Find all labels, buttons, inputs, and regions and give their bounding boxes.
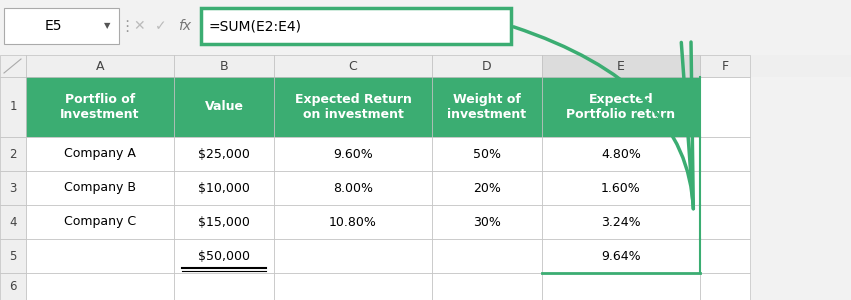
Text: $50,000: $50,000 [198, 250, 250, 262]
Bar [274, 239, 432, 273]
Bar [432, 171, 542, 205]
Text: 50%: 50% [473, 148, 501, 160]
Text: 30%: 30% [473, 215, 501, 229]
Bar [700, 205, 750, 239]
Bar [174, 273, 274, 300]
Text: Value: Value [204, 100, 243, 113]
Bar [0, 273, 26, 300]
Text: 3.24%: 3.24% [601, 215, 641, 229]
Text: =SUM(E2:E4): =SUM(E2:E4) [209, 19, 302, 33]
Text: Portflio of
Investment: Portflio of Investment [60, 93, 140, 121]
Bar [174, 137, 274, 171]
Text: 3: 3 [9, 182, 17, 194]
Bar [700, 137, 750, 171]
Bar [274, 205, 432, 239]
Text: 5: 5 [9, 250, 17, 262]
Bar [542, 137, 700, 171]
Bar [201, 8, 511, 44]
Text: 1: 1 [9, 100, 17, 113]
Text: $25,000: $25,000 [198, 148, 250, 160]
Bar [542, 239, 700, 273]
Bar [26, 239, 174, 273]
Bar [432, 273, 542, 300]
Bar [432, 239, 542, 273]
Bar [700, 239, 750, 273]
Text: ⋮: ⋮ [119, 19, 134, 34]
Bar [26, 55, 174, 77]
Text: Expected
Portfolio return: Expected Portfolio return [567, 93, 676, 121]
Text: D: D [483, 59, 492, 73]
Bar [26, 273, 174, 300]
Bar [26, 137, 174, 171]
Text: 9.60%: 9.60% [333, 148, 373, 160]
Bar [0, 55, 26, 77]
Bar [542, 171, 700, 205]
Text: $10,000: $10,000 [198, 182, 250, 194]
Bar [0, 205, 26, 239]
Text: B: B [220, 59, 228, 73]
Bar [0, 77, 26, 137]
Bar [700, 55, 750, 77]
Bar [174, 55, 274, 77]
Bar [0, 0, 851, 55]
Text: F: F [722, 59, 728, 73]
Bar [26, 205, 174, 239]
Bar [542, 205, 700, 239]
Bar [174, 171, 274, 205]
Bar [4, 8, 119, 44]
Text: C: C [349, 59, 357, 73]
Bar [0, 171, 26, 205]
Text: 10.80%: 10.80% [329, 215, 377, 229]
Text: 6: 6 [9, 280, 17, 293]
Bar [174, 239, 274, 273]
Bar [432, 77, 542, 137]
Text: $15,000: $15,000 [198, 215, 250, 229]
Bar [174, 205, 274, 239]
Text: A: A [96, 59, 105, 73]
Text: ✓: ✓ [155, 19, 167, 33]
Bar [432, 55, 542, 77]
Text: 2: 2 [9, 148, 17, 160]
Text: Company C: Company C [64, 215, 136, 229]
Text: 8.00%: 8.00% [333, 182, 373, 194]
Bar [432, 137, 542, 171]
Bar [542, 55, 700, 77]
Text: Weight of
investment: Weight of investment [448, 93, 527, 121]
Text: 20%: 20% [473, 182, 501, 194]
Bar [0, 137, 26, 171]
Bar [700, 273, 750, 300]
Bar [174, 77, 274, 137]
Bar [274, 171, 432, 205]
Bar [274, 137, 432, 171]
Text: Company A: Company A [64, 148, 136, 160]
Bar [26, 77, 174, 137]
Bar [274, 55, 432, 77]
Bar [542, 273, 700, 300]
Text: 9.64%: 9.64% [601, 250, 641, 262]
Text: E5: E5 [45, 19, 62, 33]
Bar [274, 77, 432, 137]
Text: fx: fx [179, 19, 191, 33]
Bar [700, 171, 750, 205]
Bar [432, 205, 542, 239]
Bar [700, 77, 750, 137]
Bar [274, 273, 432, 300]
Text: 4: 4 [9, 215, 17, 229]
Text: ▼: ▼ [104, 22, 111, 31]
Text: ✕: ✕ [134, 19, 145, 33]
Text: Company B: Company B [64, 182, 136, 194]
Text: E: E [617, 59, 625, 73]
Bar [0, 55, 851, 77]
Text: 4.80%: 4.80% [601, 148, 641, 160]
Bar [542, 77, 700, 137]
Text: Expected Return
on investment: Expected Return on investment [294, 93, 411, 121]
Bar [0, 239, 26, 273]
Bar [26, 171, 174, 205]
Text: 1.60%: 1.60% [601, 182, 641, 194]
